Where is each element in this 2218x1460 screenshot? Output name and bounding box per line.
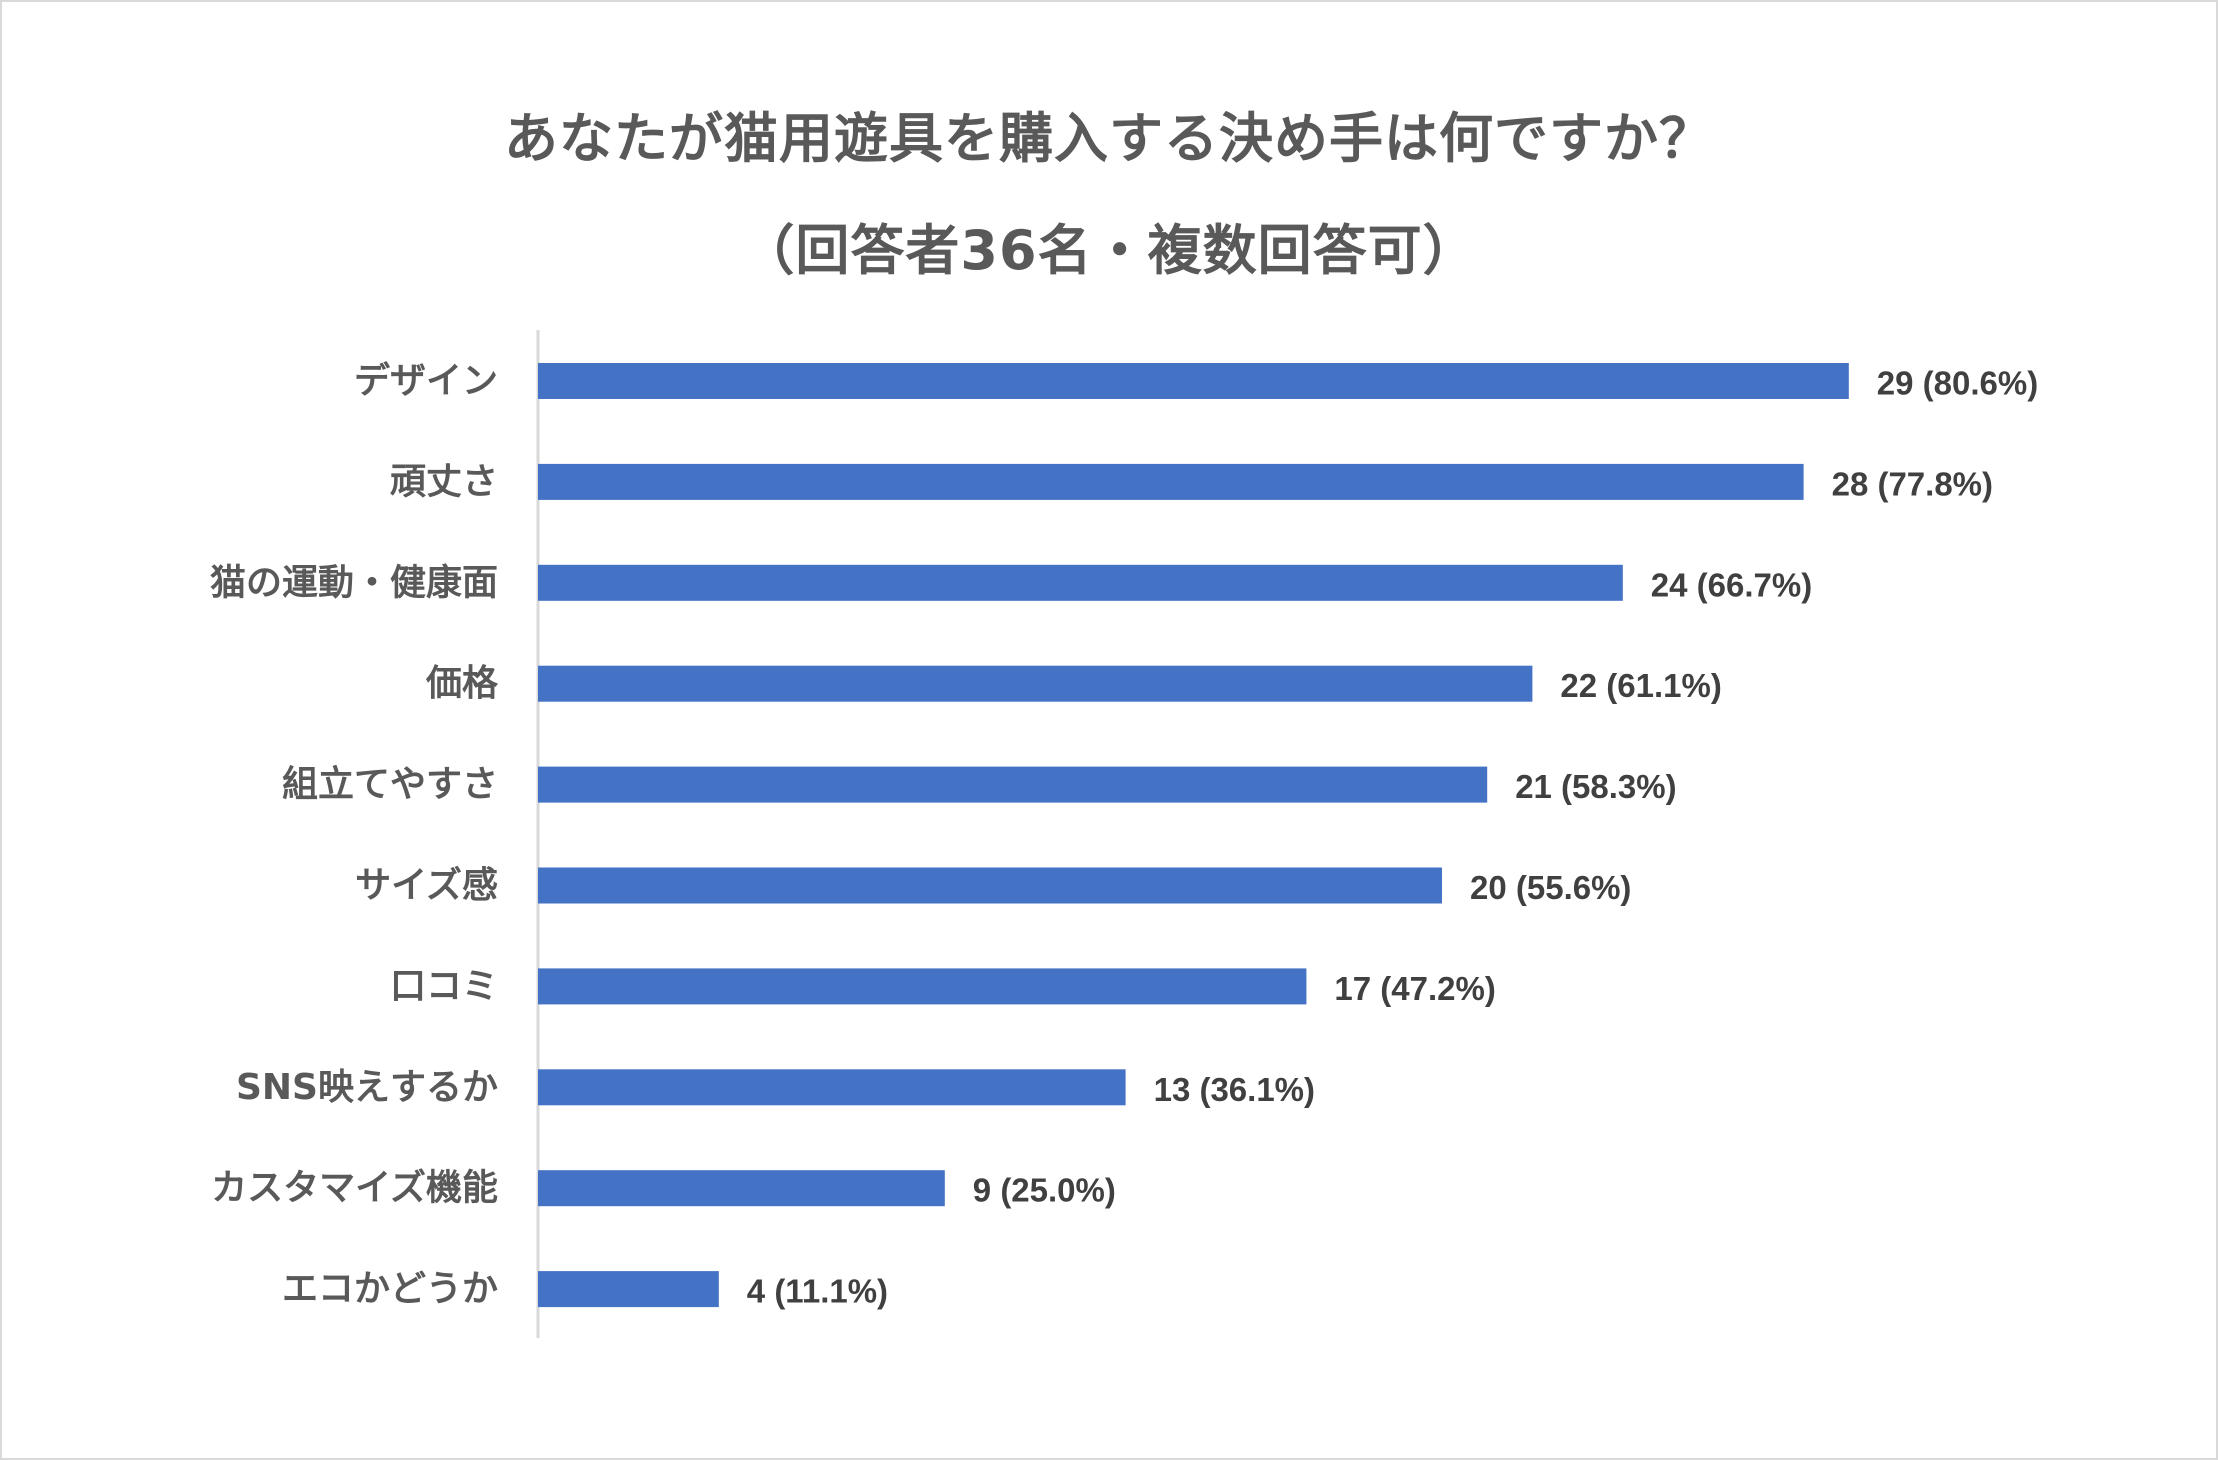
category-label: 価格 [425,663,499,704]
chart-subtitle: （回答者36名・複数回答可） [740,219,1478,282]
bar [538,1170,945,1207]
category-label: 頑丈さ [390,461,498,502]
category-label: カスタマイズ機能 [211,1167,498,1209]
data-label: 17 (47.2%) [1334,970,1495,1007]
category-label: デザイン [354,360,498,402]
category-label: 口コミ [390,966,498,1007]
data-label: 28 (77.8%) [1832,465,1993,502]
bar [538,564,1623,601]
data-label: 4 (11.1%) [747,1273,888,1310]
category-label: 組立てやすさ [282,764,498,805]
bar [538,766,1488,803]
data-label: 13 (36.1%) [1154,1071,1315,1108]
bar [538,665,1533,702]
data-label: 29 (80.6%) [1877,365,2038,402]
bar [538,363,1849,399]
chart-title: あなたが猫用遊具を購入する決め手は何ですか？ [504,107,1714,170]
category-label: エコかどうか [282,1269,498,1310]
bar [538,463,1804,500]
bar [538,1069,1126,1106]
bar [538,867,1442,904]
category-label: 猫の運動・健康面 [210,561,498,603]
data-label: 22 (61.1%) [1560,667,1721,704]
data-label: 20 (55.6%) [1470,869,1631,906]
data-label: 21 (58.3%) [1515,768,1676,805]
bar [538,968,1307,1005]
category-label: SNS映えするか [236,1067,498,1108]
bar [538,1271,719,1308]
data-label: 9 (25.0%) [973,1172,1116,1209]
category-label: サイズ感 [355,864,498,906]
data-label: 24 (66.7%) [1651,566,1812,603]
